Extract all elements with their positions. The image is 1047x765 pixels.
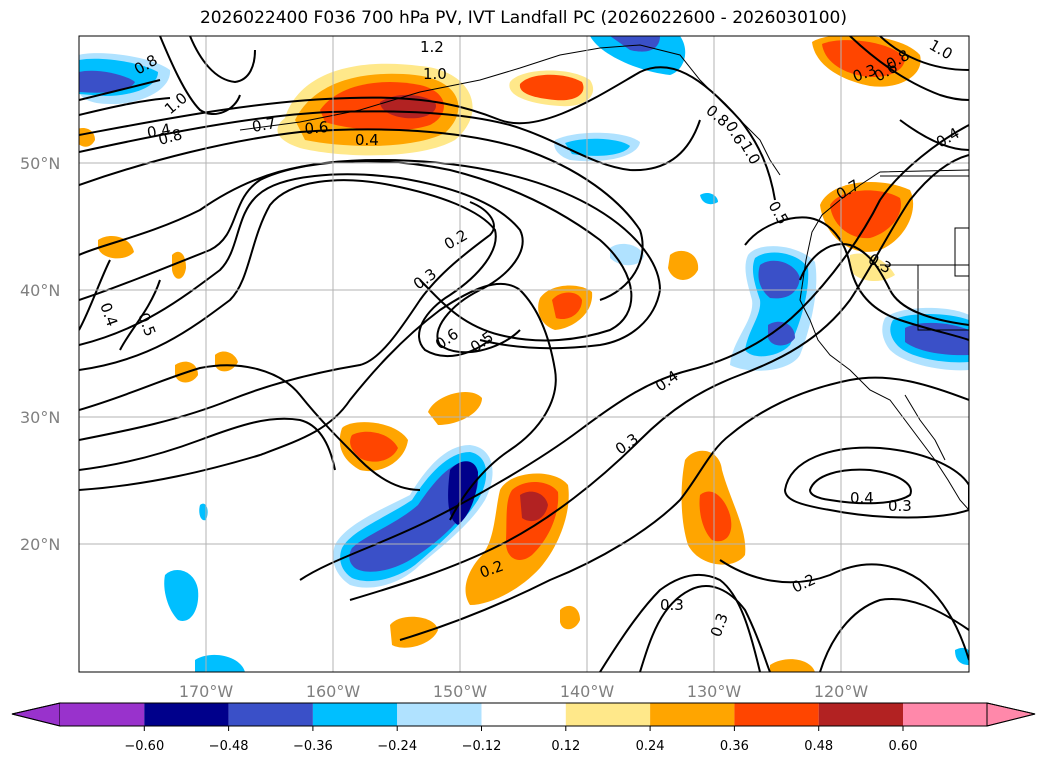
colorbar-outline bbox=[11, 702, 1036, 727]
pv-contours bbox=[79, 36, 969, 672]
lat-label: 40°N bbox=[20, 281, 60, 300]
lon-label: 150°W bbox=[433, 682, 488, 701]
colorbar-segment bbox=[60, 703, 145, 726]
map-title: 2026022400 F036 700 hPa PV, IVT Landfall… bbox=[199, 8, 847, 28]
colorbar-extend-max bbox=[986, 702, 1036, 727]
contour-label: 0.3 bbox=[660, 596, 684, 614]
colorbar-segment bbox=[312, 703, 398, 726]
contour-label: 0.7 bbox=[251, 114, 278, 136]
colorbar-tick-label: −0.36 bbox=[293, 739, 333, 754]
colorbar: −0.60 −0.48 −0.36 −0.24 −0.12 0.12 0.24 … bbox=[11, 702, 1036, 754]
colorbar-segment bbox=[734, 703, 819, 726]
contour-label: 0.4 bbox=[355, 131, 379, 149]
contour-label: 0.6 bbox=[304, 118, 329, 138]
coastlines bbox=[239, 44, 969, 511]
colorbar-segment bbox=[650, 703, 735, 726]
contour-label: 0.3 bbox=[888, 497, 912, 515]
colorbar-tick-label: −0.60 bbox=[124, 739, 164, 754]
colorbar-segment bbox=[818, 703, 903, 726]
colorbar-segment bbox=[565, 703, 651, 726]
longitude-labels: 170°W 160°W 150°W 140°W 130°W 120°W bbox=[179, 682, 869, 701]
colorbar-segment bbox=[397, 703, 482, 726]
colorbar-tick-label: −0.48 bbox=[209, 739, 249, 754]
colorbar-tick-label: 0.60 bbox=[889, 739, 918, 754]
lon-label: 120°W bbox=[814, 682, 869, 701]
colorbar-tick-label: −0.12 bbox=[462, 739, 502, 754]
contour-label: 1.0 bbox=[423, 65, 447, 83]
contour-label: 0.4 bbox=[146, 120, 173, 142]
contour-label: 0.4 bbox=[850, 489, 874, 507]
colorbar-tick-label: 0.24 bbox=[636, 739, 665, 754]
latitude-labels: 50°N 40°N 30°N 20°N bbox=[20, 154, 60, 554]
colorbar-segment bbox=[481, 703, 566, 726]
lon-label: 140°W bbox=[560, 682, 615, 701]
lat-label: 50°N bbox=[20, 154, 60, 173]
contour-label: 0.8 bbox=[156, 125, 184, 149]
colorbar-tick-label: −0.24 bbox=[377, 739, 417, 754]
lon-label: 160°W bbox=[306, 682, 361, 701]
colorbar-segment bbox=[228, 703, 313, 726]
colorbar-segment bbox=[903, 703, 987, 726]
colorbar-tick-label: 0.36 bbox=[720, 739, 749, 754]
colorbar-tick-label: 0.12 bbox=[551, 739, 580, 754]
gridlines bbox=[79, 36, 969, 672]
colorbar-extend-min bbox=[11, 702, 61, 727]
colorbar-ticks bbox=[143, 726, 904, 731]
lon-label: 130°W bbox=[687, 682, 742, 701]
negative-anomaly-shading bbox=[79, 36, 969, 672]
lat-label: 20°N bbox=[20, 535, 60, 554]
lat-label: 30°N bbox=[20, 408, 60, 427]
colorbar-tick-label: 0.48 bbox=[804, 739, 833, 754]
colorbar-segment bbox=[144, 703, 229, 726]
lon-label: 170°W bbox=[179, 682, 234, 701]
map-frame bbox=[78, 35, 970, 673]
contour-label: 1.2 bbox=[420, 38, 444, 56]
